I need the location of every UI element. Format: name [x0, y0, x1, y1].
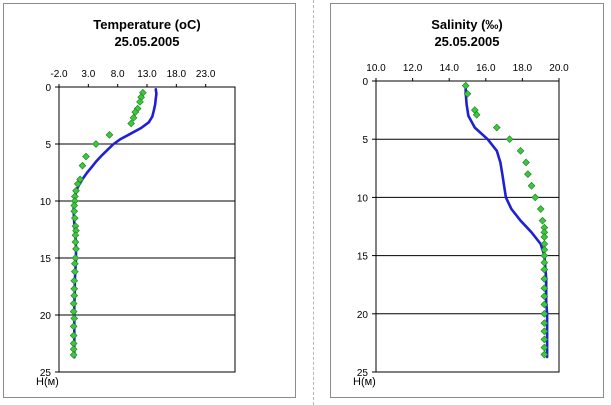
salinity-chart-panel: Salinity (‰) 25.05.2005 0 5 10 15 20 25 10.0 12.0…	[330, 3, 604, 398]
temperature-y-tick-label: 20	[40, 311, 52, 322]
salinity-data-point	[540, 335, 549, 344]
temperature-y-tick-label: 15	[40, 254, 52, 265]
temperature-data-point	[70, 276, 79, 285]
salinity-chart-title: Salinity (‰)	[431, 17, 503, 32]
salinity-x-tick-label: 16.0	[476, 63, 496, 74]
salinity-y-tick-label: 20	[357, 310, 369, 321]
salinity-data-point	[461, 81, 470, 90]
temperature-data-point	[131, 108, 140, 116]
salinity-y-tick-label: 10	[357, 193, 369, 204]
temperature-data-point	[136, 97, 144, 106]
salinity-x-tick-label: 12.0	[403, 63, 423, 74]
salinity-y-tick-label: 0	[362, 77, 368, 88]
salinity-chart-subtitle: 25.05.2005	[434, 34, 499, 49]
temperature-chart: Temperature (oC) 25.05.2005 0 5 10 15 20 25 -2.0…	[36, 17, 236, 388]
temperature-data-point	[105, 131, 114, 139]
temperature-data-point	[70, 207, 79, 216]
salinity-data-point	[540, 284, 549, 293]
salinity-data-point	[505, 135, 514, 144]
salinity-x-tick-label: 20.0	[549, 63, 569, 74]
salinity-y-tick-label: 25	[357, 368, 369, 379]
temperature-chart-subtitle: 25.05.2005	[114, 34, 179, 49]
temperature-data-point	[129, 113, 138, 122]
temperature-y-axis-label: H(м)	[36, 376, 59, 388]
salinity-data-point	[463, 89, 472, 98]
temperature-data-point	[69, 351, 78, 359]
temperature-data-point	[73, 180, 82, 188]
salinity-data-point	[492, 123, 501, 132]
temperature-x-tick-label: 8.0	[111, 69, 125, 80]
salinity-data-point	[522, 158, 530, 167]
temperature-data-point	[71, 214, 79, 222]
temperature-data-point	[70, 291, 79, 300]
temperature-x-tick-label: -2.0	[50, 69, 68, 80]
temperature-data-point	[71, 259, 79, 268]
salinity-x-tick-label: 10.0	[366, 63, 386, 74]
salinity-data-point	[472, 110, 481, 119]
salinity-plot-area	[375, 80, 560, 373]
temperature-data-point	[71, 238, 80, 246]
temperature-chart-panel: Temperature (oC) 25.05.2005 0 5 10 15 20 25 -2.0…	[3, 3, 296, 398]
temperature-x-tick-label: 18.0	[167, 69, 187, 80]
temperature-data-point	[92, 140, 100, 148]
temperature-data-point	[82, 152, 90, 161]
salinity-data-point	[540, 300, 549, 309]
salinity-chart: Salinity (‰) 25.05.2005 0 5 10 15 20 25 10.0 12.0…	[353, 17, 569, 388]
temperature-data-point	[69, 331, 78, 340]
temperature-data-point	[78, 161, 87, 170]
temperature-x-tick-label: 3.0	[81, 69, 95, 80]
salinity-y-axis-label: H(м)	[353, 376, 376, 388]
temperature-plot-area	[58, 86, 236, 373]
temperature-data-point	[69, 299, 78, 308]
temperature-data-point	[72, 245, 80, 253]
salinity-data-point	[531, 193, 540, 202]
salinity-data-point	[527, 181, 536, 190]
salinity-data-point	[540, 309, 549, 318]
salinity-y-tick-label: 5	[362, 135, 368, 146]
temperature-data-point	[70, 314, 79, 323]
temperature-data-point	[69, 307, 78, 316]
salinity-x-tick-label: 14.0	[439, 63, 459, 74]
temperature-chart-title: Temperature (oC)	[93, 17, 200, 32]
salinity-data-point	[540, 319, 549, 327]
salinity-data-point	[540, 327, 549, 336]
salinity-y-tick-label: 15	[357, 252, 369, 263]
temperature-y-tick-label: 5	[45, 140, 51, 151]
temperature-data-point	[71, 267, 79, 276]
panel-divider	[313, 0, 314, 405]
salinity-data-point	[540, 292, 549, 301]
salinity-data-point	[524, 170, 532, 178]
salinity-data-point	[540, 275, 549, 283]
salinity-data-point	[540, 350, 549, 359]
salinity-data-point	[538, 216, 547, 225]
temperature-x-tick-label: 23.0	[196, 69, 216, 80]
temperature-y-tick-label: 25	[40, 368, 52, 379]
temperature-y-tick-label: 10	[40, 197, 52, 208]
temperature-y-tick-label: 0	[45, 83, 51, 94]
temperature-data-point	[127, 119, 135, 128]
salinity-data-point	[516, 147, 525, 155]
temperature-data-point	[69, 322, 78, 331]
salinity-data-point	[540, 265, 549, 274]
temperature-x-tick-label: 13.0	[137, 69, 157, 80]
salinity-x-tick-label: 18.0	[513, 63, 533, 74]
salinity-data-point	[536, 205, 545, 213]
